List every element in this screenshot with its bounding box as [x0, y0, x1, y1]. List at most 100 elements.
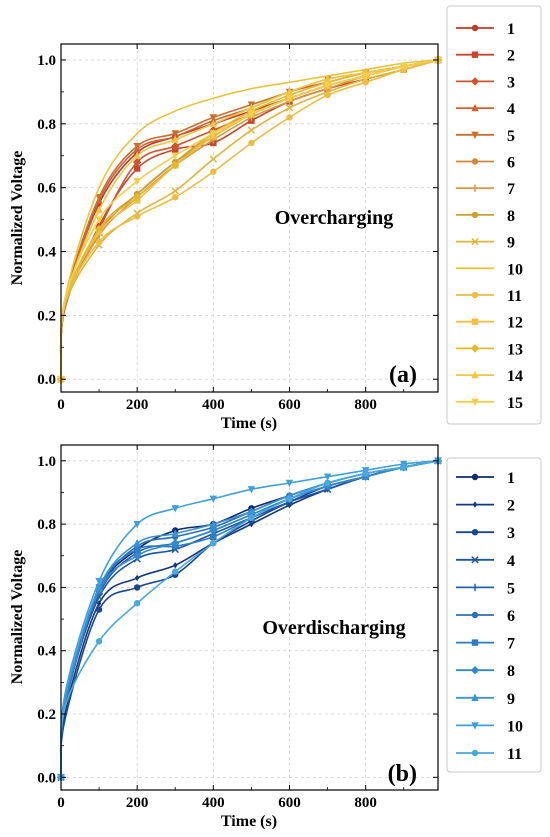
- legend-marker: [471, 529, 479, 536]
- annotation-overcharging: Overcharging: [275, 207, 394, 229]
- legend-entry-b-5: 5: [456, 580, 515, 597]
- x-axis-label-a: Time (s): [221, 415, 277, 432]
- data-point-15: [171, 152, 179, 160]
- legend-entry-b-10: 10: [456, 718, 523, 735]
- legend-label: 6: [507, 608, 515, 625]
- data-point-15: [133, 178, 141, 186]
- legend-label: 7: [507, 636, 515, 653]
- y-tick-label: 0.4: [37, 644, 56, 660]
- data-point-9: [171, 529, 179, 537]
- data-point-11: [210, 539, 217, 547]
- legend-marker: [471, 639, 479, 646]
- legend-entry-a-4: 4: [456, 101, 515, 118]
- legend-label: 3: [507, 74, 515, 91]
- legend-entry-a-6: 6: [456, 155, 515, 172]
- legend-entry-a-11: 11: [456, 288, 522, 305]
- legend-entry-a-3: 3: [456, 74, 515, 91]
- data-point-11: [324, 91, 331, 99]
- y-axis-label-b: Normalized Voltage: [9, 550, 26, 685]
- legend-marker: [471, 318, 479, 325]
- data-point-10: [133, 520, 141, 529]
- legend-entry-a-9: 9: [456, 235, 515, 252]
- x-tick-label: 200: [126, 795, 149, 811]
- data-point-15: [400, 63, 408, 71]
- y-tick-label: 0.6: [37, 580, 56, 596]
- data-point-11: [248, 139, 255, 147]
- legend-entry-b-3: 3: [456, 525, 515, 542]
- legend-marker: [471, 370, 479, 379]
- legend-label: 10: [507, 261, 523, 278]
- y-tick-label: 0.8: [37, 517, 56, 533]
- data-point-11: [95, 238, 103, 246]
- series-group-b: [56, 456, 443, 782]
- legend-label: 10: [507, 718, 523, 735]
- legend-marker: [471, 749, 479, 757]
- data-point-11: [133, 600, 141, 607]
- x-tick-label: 0: [57, 795, 65, 811]
- legend-label: 2: [507, 498, 515, 515]
- data-point-9: [285, 104, 294, 112]
- data-point-10: [323, 473, 332, 481]
- data-point-14: [323, 74, 332, 83]
- legend-entry-a-2: 2: [456, 48, 515, 65]
- data-point-5: [95, 194, 103, 202]
- data-point-13: [94, 224, 104, 234]
- legend-marker: [471, 291, 479, 299]
- data-point-3: [171, 141, 180, 151]
- y-tick-label: 0.4: [37, 245, 56, 261]
- legend-entry-b-6: 6: [456, 608, 515, 625]
- y-tick-label: 0.0: [37, 770, 56, 786]
- legend-marker: [471, 583, 479, 592]
- data-point-9: [247, 126, 256, 134]
- data-point-5: [171, 130, 179, 138]
- legend-entry-b-8: 8: [456, 663, 515, 680]
- data-point-11: [286, 114, 293, 121]
- legend-label: 12: [507, 315, 523, 332]
- data-point-14: [247, 103, 256, 112]
- legend-entry-a-15: 15: [456, 395, 523, 412]
- legend-label: 4: [507, 553, 515, 570]
- legend-marker: [471, 184, 479, 192]
- legend-marker: [471, 473, 479, 481]
- legend-marker: [471, 611, 479, 619]
- legend-entry-a-14: 14: [456, 368, 523, 385]
- legend-label: 5: [507, 580, 515, 597]
- data-point-15: [361, 72, 370, 81]
- legend-label: 4: [507, 101, 515, 118]
- x-tick-label: 800: [354, 397, 377, 413]
- legend-label: 9: [507, 235, 515, 252]
- data-point-11: [248, 514, 255, 521]
- legend-entry-b-4: 4: [456, 553, 515, 570]
- x-tick-label: 600: [278, 795, 301, 811]
- data-point-9: [133, 538, 141, 547]
- data-point-11: [286, 495, 293, 503]
- legend-label: 5: [507, 128, 515, 145]
- legend-marker: [471, 211, 479, 219]
- data-point-11: [172, 568, 179, 575]
- plot-frame-b: [60, 444, 439, 791]
- y-tick-label: 0.6: [37, 181, 56, 197]
- data-point-15: [95, 216, 103, 224]
- legend-label: 14: [507, 368, 523, 385]
- data-point-11: [324, 479, 331, 487]
- legend-entry-a-13: 13: [456, 341, 523, 358]
- grid-b: [60, 445, 438, 790]
- data-point-8: [209, 526, 218, 535]
- data-point-11: [362, 470, 369, 477]
- legend-entry-a-1: 1: [456, 21, 515, 38]
- data-point-5: [209, 114, 218, 122]
- data-point-8: [171, 538, 180, 548]
- data-point-11: [362, 79, 369, 86]
- data-point-15: [323, 82, 332, 90]
- data-point-2: [134, 574, 140, 582]
- y-tick-label: 0.2: [37, 308, 56, 324]
- legend-marker: [472, 501, 478, 508]
- legend-label: 15: [507, 395, 523, 412]
- legend-marker: [471, 693, 479, 701]
- legend-marker: [471, 237, 479, 246]
- x-tick-label: 400: [202, 397, 225, 413]
- legend-label: 8: [507, 663, 515, 680]
- legend-label: 11: [507, 288, 522, 305]
- legend-marker: [470, 666, 480, 675]
